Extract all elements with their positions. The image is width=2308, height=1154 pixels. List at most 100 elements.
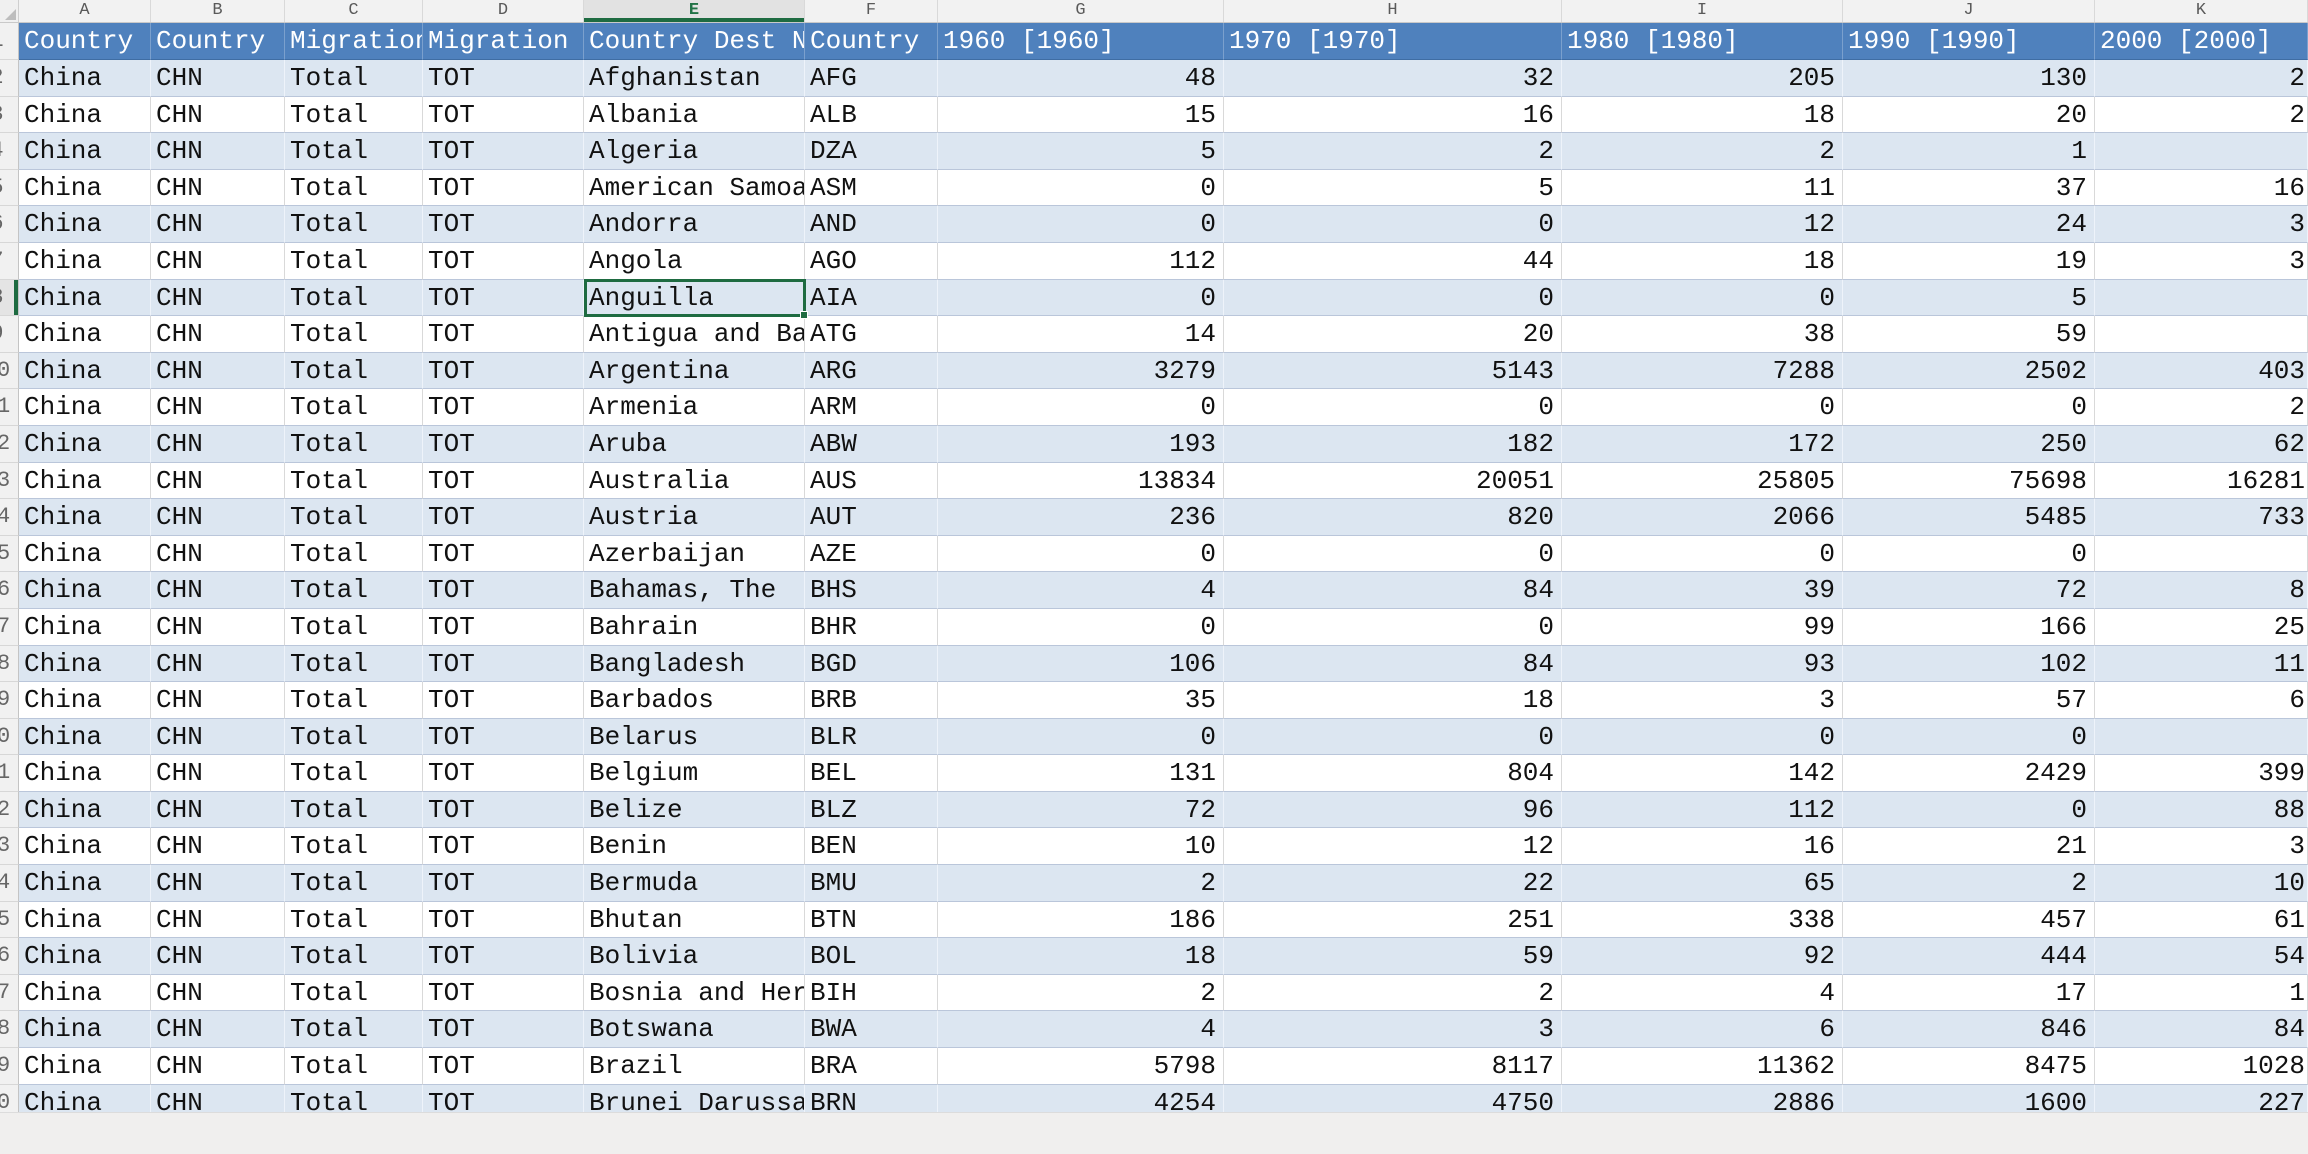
cell-1980[interactable]: 338 bbox=[1562, 901, 1843, 939]
cell-country-dest[interactable]: Brunei Darussalam bbox=[584, 1084, 805, 1112]
cell-1990[interactable]: 0 bbox=[1843, 718, 2095, 756]
cell-2000[interactable]: 6 bbox=[2095, 682, 2308, 719]
cell-1980[interactable]: 39 bbox=[1562, 572, 1843, 609]
cell-1960[interactable]: 5 bbox=[938, 133, 1224, 170]
cell-country-origin[interactable]: China bbox=[19, 425, 151, 463]
row-number-11[interactable]: 11 bbox=[0, 389, 19, 426]
cell-country-origin[interactable]: China bbox=[19, 1084, 151, 1112]
cell-country-origin[interactable]: China bbox=[19, 718, 151, 756]
cell-2000[interactable]: 227 bbox=[2095, 1084, 2308, 1112]
cell-2000[interactable]: 3 bbox=[2095, 828, 2308, 866]
cell-country-dest[interactable]: Bangladesh bbox=[584, 645, 805, 683]
cell-1980[interactable]: 7288 bbox=[1562, 352, 1843, 390]
cell-2000[interactable]: 733 bbox=[2095, 499, 2308, 536]
cell-2000[interactable]: 54 bbox=[2095, 938, 2308, 975]
column-header-J[interactable]: J bbox=[1843, 0, 2095, 22]
cell-country-dest-code[interactable]: AND bbox=[805, 206, 938, 243]
cell-migration[interactable]: Total bbox=[285, 242, 423, 280]
cell-migration[interactable]: Total bbox=[285, 60, 423, 97]
cell-country-dest[interactable]: Austria bbox=[584, 499, 805, 536]
row-number-5[interactable]: 5 bbox=[0, 169, 19, 207]
cell-migration-code[interactable]: TOT bbox=[423, 389, 584, 426]
cell-country-origin-code[interactable]: CHN bbox=[151, 425, 285, 463]
cell-country-origin-code[interactable]: CHN bbox=[151, 389, 285, 426]
cell-1990[interactable]: 444 bbox=[1843, 938, 2095, 975]
cell-1980[interactable]: 65 bbox=[1562, 865, 1843, 902]
cell-2000[interactable]: 25 bbox=[2095, 608, 2308, 646]
cell-country-origin-code[interactable]: CHN bbox=[151, 572, 285, 609]
cell-migration[interactable]: Total bbox=[285, 1048, 423, 1085]
header-cell-H[interactable]: 1970 [1970] bbox=[1224, 23, 1562, 60]
row-number-24[interactable]: 24 bbox=[0, 865, 19, 902]
row-number-27[interactable]: 27 bbox=[0, 974, 19, 1012]
cell-1980[interactable]: 16 bbox=[1562, 828, 1843, 866]
cell-migration-code[interactable]: TOT bbox=[423, 499, 584, 536]
cell-1990[interactable]: 130 bbox=[1843, 60, 2095, 97]
row-number-26[interactable]: 26 bbox=[0, 938, 19, 975]
column-header-B[interactable]: B bbox=[151, 0, 285, 22]
cell-1970[interactable]: 251 bbox=[1224, 901, 1562, 939]
cell-country-dest[interactable]: Botswana bbox=[584, 1011, 805, 1049]
row-number-22[interactable]: 22 bbox=[0, 791, 19, 829]
cell-1990[interactable]: 1 bbox=[1843, 133, 2095, 170]
header-cell-C[interactable]: Migration bbox=[285, 23, 423, 60]
row-number-28[interactable]: 28 bbox=[0, 1011, 19, 1049]
row-number-29[interactable]: 29 bbox=[0, 1048, 19, 1085]
cell-1970[interactable]: 0 bbox=[1224, 608, 1562, 646]
cell-country-origin-code[interactable]: CHN bbox=[151, 938, 285, 975]
cell-1960[interactable]: 0 bbox=[938, 279, 1224, 317]
cell-2000[interactable]: 3 bbox=[2095, 242, 2308, 280]
cell-1990[interactable]: 5485 bbox=[1843, 499, 2095, 536]
row-number-16[interactable]: 16 bbox=[0, 572, 19, 609]
cell-1990[interactable]: 1600 bbox=[1843, 1084, 2095, 1112]
cell-country-dest-code[interactable]: BMU bbox=[805, 865, 938, 902]
cell-country-origin-code[interactable]: CHN bbox=[151, 755, 285, 792]
header-cell-A[interactable]: Country bbox=[19, 23, 151, 60]
cell-country-dest-code[interactable]: BRN bbox=[805, 1084, 938, 1112]
cell-1980[interactable]: 2066 bbox=[1562, 499, 1843, 536]
cell-1960[interactable]: 2 bbox=[938, 865, 1224, 902]
column-header-I[interactable]: I bbox=[1562, 0, 1843, 22]
cell-1960[interactable]: 0 bbox=[938, 389, 1224, 426]
row-number-15[interactable]: 15 bbox=[0, 535, 19, 573]
cell-country-origin[interactable]: China bbox=[19, 645, 151, 683]
cell-country-dest-code[interactable]: BWA bbox=[805, 1011, 938, 1049]
cell-1960[interactable]: 186 bbox=[938, 901, 1224, 939]
cell-migration-code[interactable]: TOT bbox=[423, 938, 584, 975]
cell-country-dest-code[interactable]: ABW bbox=[805, 425, 938, 463]
cell-1970[interactable]: 2 bbox=[1224, 133, 1562, 170]
cell-country-origin[interactable]: China bbox=[19, 60, 151, 97]
cell-1990[interactable]: 59 bbox=[1843, 316, 2095, 353]
cell-migration[interactable]: Total bbox=[285, 865, 423, 902]
cell-1970[interactable]: 3 bbox=[1224, 1011, 1562, 1049]
row-number-7[interactable]: 7 bbox=[0, 242, 19, 280]
cell-country-dest[interactable]: Belize bbox=[584, 791, 805, 829]
cell-country-origin-code[interactable]: CHN bbox=[151, 901, 285, 939]
cell-country-dest-code[interactable]: BHR bbox=[805, 608, 938, 646]
cell-1960[interactable]: 3279 bbox=[938, 352, 1224, 390]
cell-1990[interactable]: 5 bbox=[1843, 279, 2095, 317]
cell-country-origin-code[interactable]: CHN bbox=[151, 645, 285, 683]
cell-1980[interactable]: 99 bbox=[1562, 608, 1843, 646]
cell-1970[interactable]: 32 bbox=[1224, 60, 1562, 97]
row-number-10[interactable]: 10 bbox=[0, 352, 19, 390]
cell-country-origin[interactable]: China bbox=[19, 389, 151, 426]
cell-2000[interactable]: 16 bbox=[2095, 169, 2308, 207]
row-number-18[interactable]: 18 bbox=[0, 645, 19, 683]
cell-1990[interactable]: 24 bbox=[1843, 206, 2095, 243]
row-number-9[interactable]: 9 bbox=[0, 316, 19, 353]
cell-country-origin-code[interactable]: CHN bbox=[151, 718, 285, 756]
cell-country-origin-code[interactable]: CHN bbox=[151, 1084, 285, 1112]
cell-1960[interactable]: 0 bbox=[938, 608, 1224, 646]
cell-migration[interactable]: Total bbox=[285, 499, 423, 536]
cell-migration[interactable]: Total bbox=[285, 96, 423, 134]
cell-migration[interactable]: Total bbox=[285, 938, 423, 975]
cell-2000[interactable]: 8 bbox=[2095, 572, 2308, 609]
cell-country-origin[interactable]: China bbox=[19, 938, 151, 975]
cell-country-origin[interactable]: China bbox=[19, 974, 151, 1012]
cell-migration-code[interactable]: TOT bbox=[423, 169, 584, 207]
cell-1980[interactable]: 92 bbox=[1562, 938, 1843, 975]
row-number-23[interactable]: 23 bbox=[0, 828, 19, 866]
cell-country-dest-code[interactable]: AUS bbox=[805, 462, 938, 500]
cell-migration[interactable]: Total bbox=[285, 279, 423, 317]
